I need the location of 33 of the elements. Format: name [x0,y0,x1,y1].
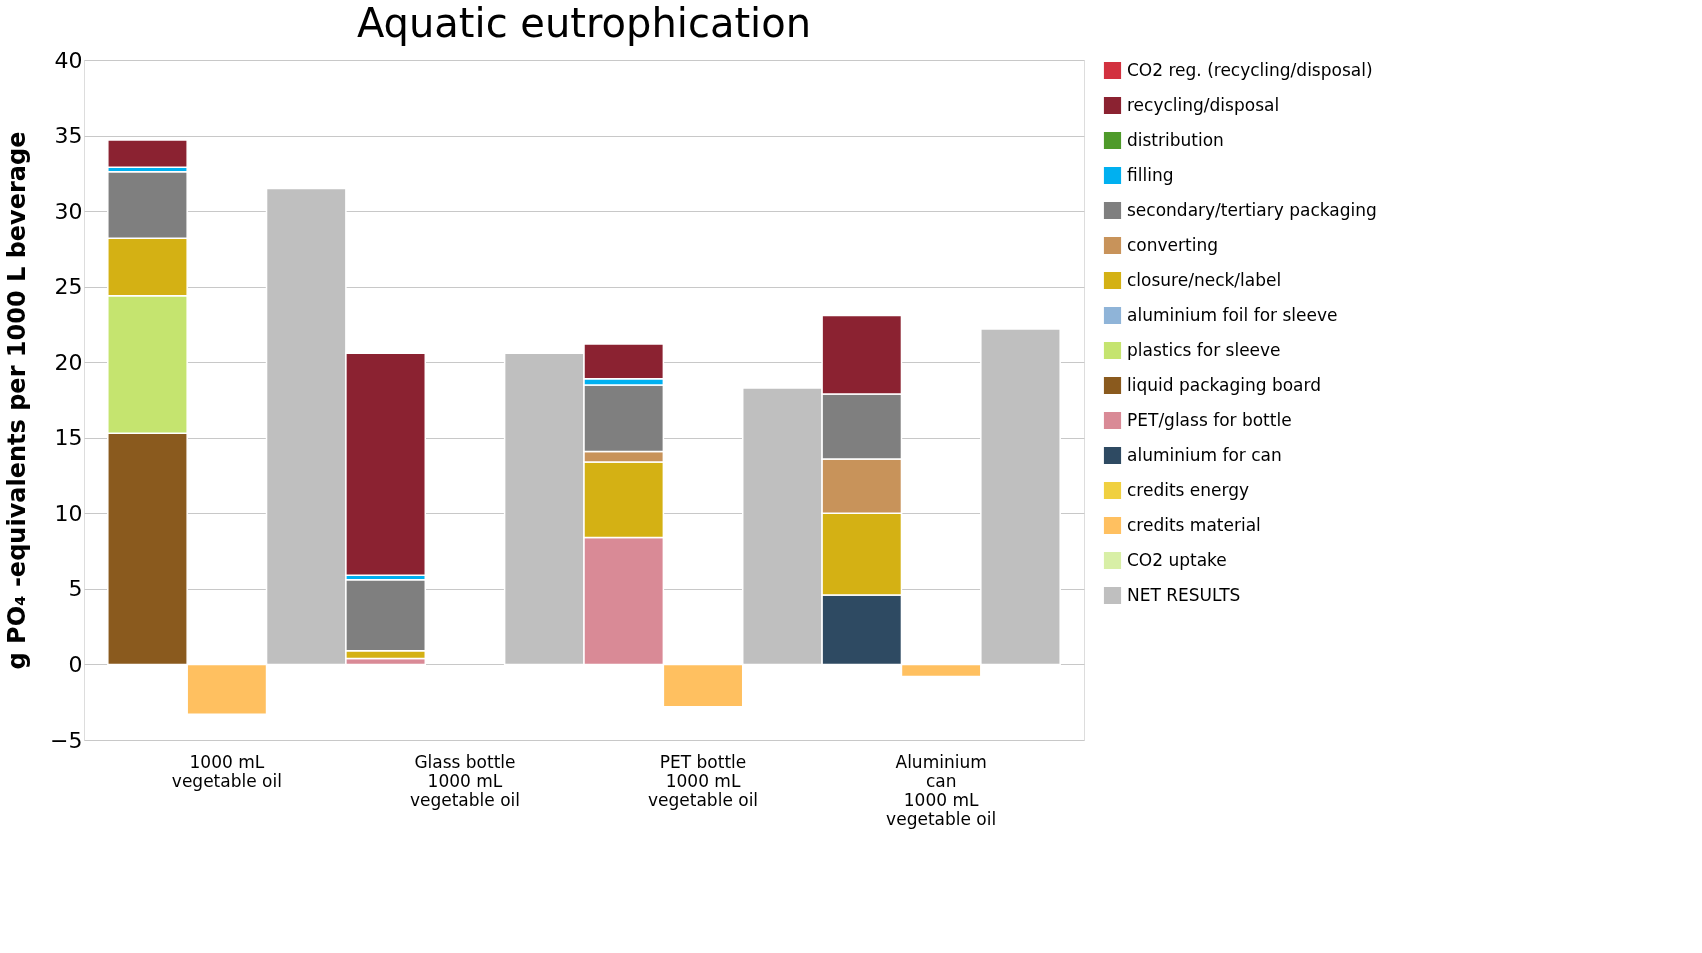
y-tick-label: 20 [54,349,83,375]
y-tick-label: 0 [68,651,83,677]
y-tick-label: 35 [54,123,83,149]
legend-label: CO2 uptake [1127,549,1227,570]
legend-label: NET RESULTS [1127,584,1241,605]
y-tick-label: −5 [50,727,83,753]
legend-label: CO2 reg. (recycling/disposal) [1127,59,1373,80]
legend-label: recycling/disposal [1127,94,1280,115]
x-tick-label: Glass bottle 1000 mL vegetable oil [409,751,520,810]
y-tick-label: 40 [54,47,83,73]
legend-label: aluminium for can [1127,444,1282,465]
legend-label: filling [1127,164,1174,185]
legend-label: credits energy [1127,479,1250,500]
x-tick-label: PET bottle 1000 mL vegetable oil [648,751,759,810]
legend-label: plastics for sleeve [1127,339,1281,360]
legend-label: credits material [1127,514,1261,535]
x-tick-label: Aluminium can 1000 mL vegetable oil [886,751,997,829]
y-tick-label: 15 [54,425,83,451]
legend-label: closure/neck/label [1127,269,1282,290]
y-tick-label: 30 [54,198,83,224]
legend-label: PET/glass for bottle [1127,409,1292,430]
legend-label: distribution [1127,129,1224,150]
legend-label: liquid packaging board [1127,374,1322,395]
legend-label: secondary/tertiary packaging [1127,199,1377,220]
y-tick-label: 5 [68,576,83,602]
legend-label: converting [1127,234,1218,255]
x-tick-label: 1000 mL vegetable oil [171,751,282,791]
bar [107,139,188,169]
y-tick-label: 10 [54,500,83,526]
chart-title: Aquatic eutrophication [356,0,812,46]
y-tick-label: 25 [54,274,83,300]
y-axis-title: g PO₄ -equivalents per 1000 L beverage [3,131,32,670]
legend-label: aluminium foil for sleeve [1127,304,1338,325]
